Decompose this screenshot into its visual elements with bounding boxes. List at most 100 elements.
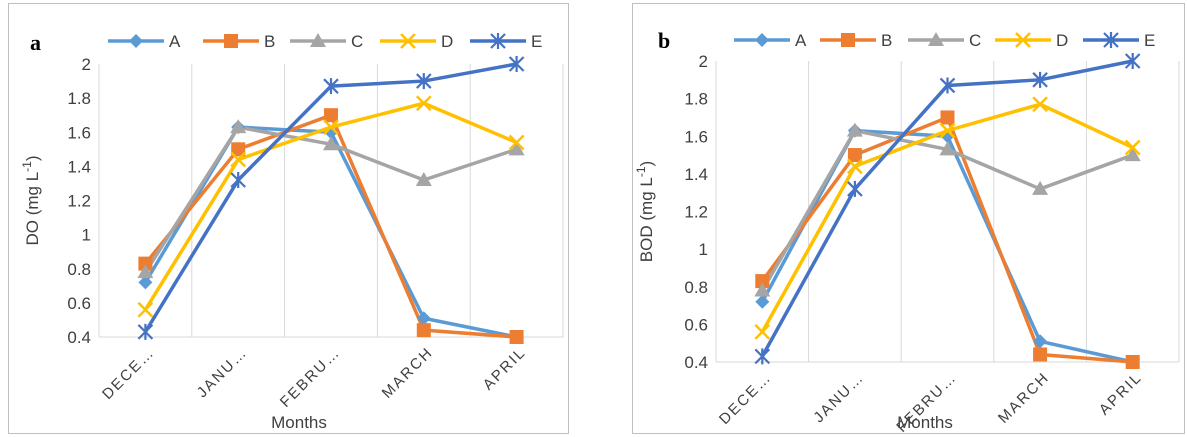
y-tick-label: 1.2 (684, 203, 708, 222)
y-tick-label: 0.6 (67, 294, 91, 313)
x-tick-label: DECE… (99, 344, 158, 403)
data-point-B (324, 108, 338, 123)
y-axis-title-sup: -1 (634, 166, 648, 177)
data-point-B (231, 142, 246, 157)
y-tick-label: 0.6 (684, 315, 708, 334)
data-point-E (1124, 53, 1141, 69)
y-tick-label: 0.4 (684, 353, 708, 372)
legend-label-D: D (441, 32, 453, 51)
y-axis-title-sup: -1 (20, 161, 34, 172)
legend-marker-B (841, 33, 855, 47)
data-point-E (508, 56, 525, 72)
x-tick-label: APRIL (480, 344, 530, 394)
panel-label: a (30, 30, 41, 55)
y-axis-title-close: ) (23, 155, 42, 161)
x-tick-label: MARCH (995, 369, 1053, 427)
chart-frame (8, 3, 569, 434)
x-tick-label: MARCH (379, 344, 437, 402)
data-point-A (755, 294, 770, 309)
data-point-D (415, 95, 432, 112)
y-axis-title-main: DO (mg L (23, 172, 42, 246)
data-point-B (509, 330, 524, 344)
y-tick-label: 0.4 (67, 328, 91, 347)
data-point-D (939, 122, 956, 139)
data-point-E (939, 77, 956, 94)
data-point-E (1032, 71, 1048, 88)
data-point-B (847, 148, 862, 163)
y-tick-label: 1.8 (67, 89, 91, 108)
legend-marker-E (1103, 32, 1119, 48)
data-point-D (754, 324, 771, 340)
y-tick-label: 0.8 (67, 260, 91, 279)
data-point-A (416, 311, 431, 326)
data-point-D (1032, 96, 1048, 113)
series-line-E (760, 59, 1134, 358)
data-point-C (508, 141, 525, 156)
legend-marker-A (755, 33, 769, 47)
data-point-C (415, 172, 432, 187)
legend-label-C: C (351, 32, 363, 51)
data-point-C (137, 264, 154, 279)
legend-label-E: E (531, 32, 542, 51)
y-tick-label: 1.6 (67, 123, 91, 142)
x-axis-title: Months (897, 413, 953, 432)
legend-marker-B (224, 34, 238, 48)
y-tick-label: 2 (699, 52, 708, 71)
data-point-D (230, 151, 247, 168)
legend-marker-D (1015, 32, 1031, 48)
data-point-B (940, 110, 955, 125)
data-point-B (1033, 347, 1048, 362)
legend-marker-E (490, 33, 506, 49)
data-point-C (1124, 147, 1141, 162)
data-point-B (138, 256, 153, 271)
x-tick-label: FEBRU… (277, 344, 344, 411)
y-tick-label: 1.4 (67, 157, 91, 176)
legend-marker-C (310, 33, 326, 47)
data-point-C (939, 141, 956, 156)
legend-marker-A (129, 34, 143, 48)
data-point-E (416, 73, 432, 90)
data-point-E (754, 348, 771, 365)
y-tick-label: 1.4 (684, 165, 708, 184)
y-axis-title: BOD (mg L-1) (634, 161, 656, 262)
data-point-C (323, 136, 339, 151)
chart-panel-b: b 0.4 0.6 0.8 1 1.2 1.4 1.6 1.8 2 DECE… JANU… FEBRU…… (628, 0, 1187, 437)
y-axis-title: DO (mg L-1) (20, 155, 42, 245)
data-point-E (323, 78, 339, 95)
y-tick-label: 1 (699, 240, 708, 259)
data-point-D (847, 158, 863, 175)
chart-a-svg: a 0.4 0.6 0.8 1 1.2 1.4 1.6 1.8 2 DECE… JANU… FEBRU…… (20, 30, 564, 432)
legend-label-A: A (795, 31, 807, 50)
legend-label-E: E (1144, 31, 1155, 50)
y-tick-label: 1.2 (67, 192, 91, 211)
legend-marker-C (928, 32, 944, 46)
x-tick-label: JANU… (194, 344, 251, 401)
series-line-A (143, 125, 517, 339)
data-point-A (1033, 334, 1048, 349)
data-point-C (754, 282, 771, 297)
data-point-B (1125, 355, 1140, 369)
x-tick-label: APRIL (1096, 369, 1146, 419)
series-line-E (143, 62, 517, 333)
data-point-E (847, 180, 863, 197)
data-point-D (137, 301, 154, 318)
chart-frame (632, 3, 1185, 434)
y-axis-title-main: BOD (mg L (637, 177, 656, 262)
legend-label-B: B (264, 32, 275, 51)
x-tick-label: JANU… (810, 369, 867, 426)
x-tick-label: DECE… (716, 369, 775, 428)
y-tick-label: 1.8 (684, 90, 708, 109)
data-point-D (508, 134, 525, 151)
data-point-B (755, 274, 770, 289)
y-tick-label: 1 (82, 226, 91, 245)
data-point-E (137, 323, 154, 340)
data-point-C (230, 119, 247, 134)
legend-marker-D (400, 33, 416, 49)
data-point-C (846, 122, 863, 137)
y-tick-label: 1.6 (684, 127, 708, 146)
chart-panel-a: a 0.4 0.6 0.8 1 1.2 1.4 1.6 1.8 2 DECE… JANU… FEBRU…… (0, 0, 572, 437)
legend-label-D: D (1056, 31, 1068, 50)
y-tick-label: 2 (82, 55, 91, 74)
data-point-E (230, 172, 246, 189)
